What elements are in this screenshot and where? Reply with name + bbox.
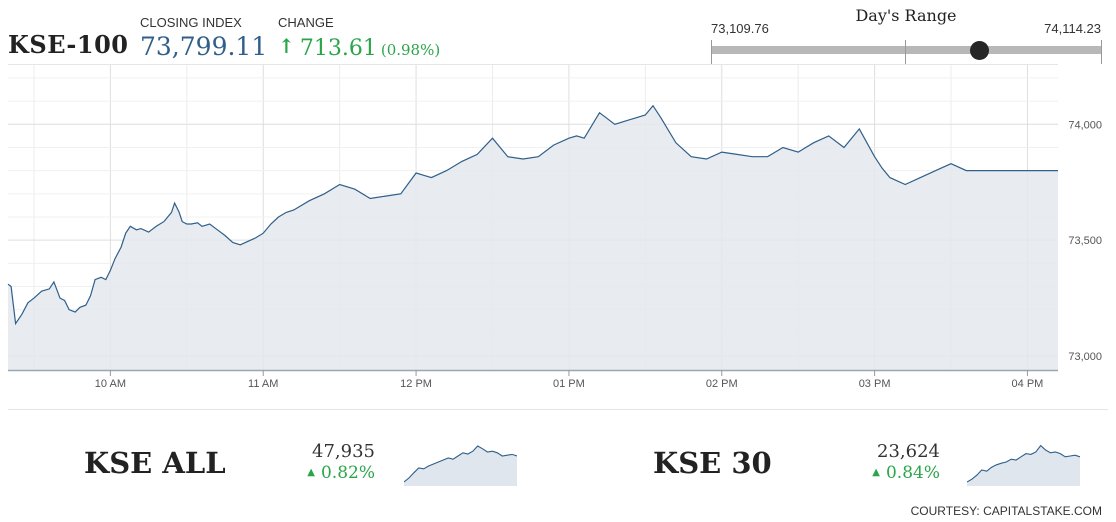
price-area	[8, 105, 1058, 370]
days-range-high: 74,114.23	[1044, 21, 1101, 36]
sub-index-name-kse-all: KSE ALL	[84, 446, 226, 480]
sub-index-change-kse-all: ▲ 0.82%	[270, 463, 375, 483]
y-tick-label: 73,500	[1068, 235, 1102, 247]
sub-index-name-kse-30: KSE 30	[653, 446, 772, 480]
change-label: CHANGE	[278, 15, 334, 30]
days-range-tick-right	[1101, 40, 1102, 64]
sparkline-area	[967, 445, 1080, 486]
x-tick-label: 12 PM	[400, 378, 432, 390]
sub-index-value-kse-all: 47,935	[312, 441, 375, 462]
credit-text: COURTESY: CAPITALSTAKE.COM	[910, 504, 1102, 518]
x-tick-label: 10 AM	[95, 378, 126, 390]
x-tick-label: 11 AM	[248, 378, 278, 390]
closing-index-value: 73,799.11	[140, 32, 268, 61]
change-percent: (0.98%)	[380, 41, 441, 59]
sparkline-kse-all	[404, 445, 517, 486]
days-range-title: Day's Range	[855, 6, 957, 25]
change-row: ↑ 713.61 (0.98%)	[278, 34, 440, 61]
chart-axes: 10 AM 11 AM 12 PM 01 PM 02 PM 03 PM 04 PM 73,00…	[8, 119, 1102, 390]
x-tick-label: 01 PM	[553, 378, 585, 390]
y-tick-label: 73,000	[1068, 351, 1102, 363]
sub-index-change-value: 0.84%	[885, 463, 940, 483]
up-triangle-icon: ▲	[872, 467, 880, 478]
index-name: KSE-100	[8, 30, 129, 59]
sparkline-kse-30	[967, 444, 1080, 486]
days-range-low: 73,109.76	[711, 21, 769, 36]
x-tick-label: 02 PM	[706, 378, 738, 390]
days-range-tick-mid	[905, 40, 906, 64]
days-range-marker	[969, 41, 989, 60]
up-triangle-icon: ▲	[307, 467, 315, 478]
sub-index-value-kse-30: 23,624	[877, 441, 940, 462]
price-line	[7, 104, 1058, 326]
y-tick-label: 74,000	[1068, 119, 1102, 131]
sparkline-line	[404, 445, 517, 483]
x-tick-label: 03 PM	[859, 378, 891, 390]
separator	[8, 409, 1108, 410]
days-range-tick-left	[711, 40, 712, 64]
up-arrow-icon: ↑	[278, 34, 295, 58]
intraday-chart: 10 AM 11 AM 12 PM 01 PM 02 PM 03 PM 04 PM 73,00…	[7, 64, 1102, 390]
sub-index-change-kse-30: ▲ 0.84%	[835, 463, 940, 483]
x-tick-label: 04 PM	[1012, 378, 1044, 390]
sub-index-change-value: 0.82%	[320, 463, 375, 483]
closing-index-label: CLOSING INDEX	[140, 15, 242, 30]
sparkline-area	[404, 446, 517, 486]
sparkline-line	[967, 444, 1080, 483]
change-value: 713.61	[299, 36, 377, 61]
days-range-track	[711, 46, 1102, 54]
